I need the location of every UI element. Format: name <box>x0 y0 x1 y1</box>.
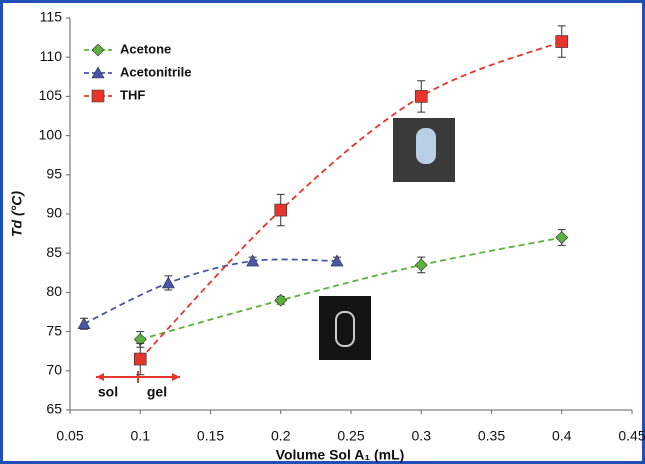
annotation: gel <box>147 384 167 400</box>
y-tick-label: 110 <box>40 48 63 64</box>
y-tick-label: 90 <box>46 205 62 221</box>
y-tick-label: 95 <box>46 166 62 182</box>
legend-label: THF <box>120 87 145 102</box>
marker <box>556 36 568 48</box>
x-tick-label: 0.3 <box>412 428 432 444</box>
x-axis-label: Volume Sol A₁ (mL) <box>276 447 405 463</box>
annotation: sol <box>98 384 118 400</box>
inset-vial <box>416 128 436 164</box>
chart: sol gel Volume Sol A₁ (mL) Td (°C) 65 70 7… <box>0 0 645 464</box>
x-tick-label: 0.15 <box>197 428 224 444</box>
x-tick-label: 0.1 <box>131 428 151 444</box>
y-tick-label: 105 <box>39 87 63 103</box>
legend-label: Acetonitrile <box>120 64 192 79</box>
marker <box>134 353 146 365</box>
y-tick-label: 85 <box>46 244 62 260</box>
x-tick-label: 0.2 <box>271 428 291 444</box>
y-tick-label: 70 <box>46 362 62 378</box>
y-tick-label: 100 <box>39 126 63 142</box>
inset-photo <box>319 296 371 360</box>
y-axis-label: Td (°C) <box>9 191 25 237</box>
x-tick-label: 0.45 <box>618 428 645 444</box>
x-tick-label: 0.35 <box>478 428 505 444</box>
marker <box>92 90 104 102</box>
x-tick-label: 0.4 <box>552 428 572 444</box>
y-tick-label: 115 <box>40 9 63 25</box>
y-tick-label: 65 <box>46 401 62 417</box>
y-tick-label: 80 <box>46 283 62 299</box>
marker <box>415 90 427 102</box>
legend-label: Acetone <box>120 41 171 56</box>
x-tick-label: 0.05 <box>56 428 83 444</box>
marker <box>275 204 287 216</box>
y-tick-label: 75 <box>46 322 62 338</box>
x-tick-label: 0.25 <box>337 428 364 444</box>
